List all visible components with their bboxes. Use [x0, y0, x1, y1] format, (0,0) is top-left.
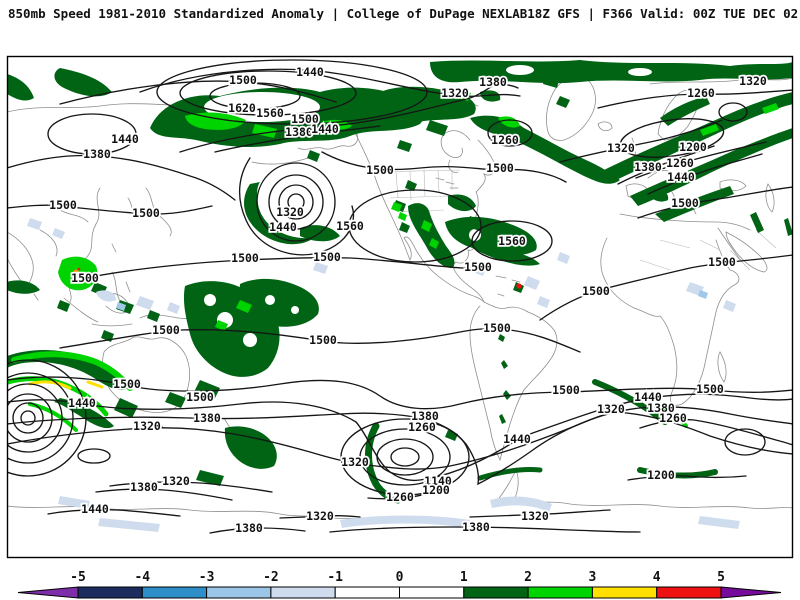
contour-label: 1500 [313, 250, 341, 264]
colorbar-tick: -4 [134, 570, 150, 585]
contour-label: 1380 [193, 411, 221, 425]
contour-label: 1500 [186, 390, 214, 404]
contour-label: 1380 [83, 147, 111, 161]
contour-label: 1260 [386, 490, 414, 504]
inner-borders [371, 169, 777, 271]
contour-label: 1260 [659, 411, 687, 425]
contour-label: 1320 [133, 419, 161, 433]
contour-label: 1320 [341, 455, 369, 469]
contour-label: 1260 [491, 133, 519, 147]
contour-label: 1500 [152, 323, 180, 337]
contour-label: 1620 [228, 101, 256, 115]
colorbar-tick: 5 [717, 570, 725, 585]
contour-label: 1380 [235, 521, 263, 535]
contour-label: 1200 [422, 483, 450, 497]
contour-label: 1500 [291, 112, 319, 126]
contour-label: 1560 [256, 106, 284, 120]
contour-label: 1440 [296, 65, 324, 79]
colorbar-tick: -1 [327, 570, 343, 585]
height-contours [7, 59, 793, 534]
contour-label: 1500 [113, 377, 141, 391]
colorbar-segment [77, 586, 143, 599]
contour-label: 1560 [336, 219, 364, 233]
contour-label: 1500 [708, 255, 736, 269]
contour-label: 1260 [408, 420, 436, 434]
contour-label: 1320 [276, 205, 304, 219]
contour-label: 1380 [411, 409, 439, 423]
contour-label: 1260 [687, 86, 715, 100]
contour-label: 1320 [521, 509, 549, 523]
contour-label: 1200 [679, 140, 707, 154]
colorbar-segment [334, 586, 401, 599]
contour-label: 1500 [582, 284, 610, 298]
contour-label: 1440 [81, 502, 109, 516]
contour-label: 1320 [441, 86, 469, 100]
contour-label: 1500 [366, 163, 394, 177]
colorbar-tick: 1 [460, 570, 468, 585]
contour-label: 1380 [462, 520, 490, 534]
contour-label: 1440 [503, 432, 531, 446]
colorbar-segment [141, 586, 208, 599]
colorbar-legend: -5 -4 -3 -2 -1 0 1 2 3 4 5 [17, 570, 782, 599]
colorbar-arrow-left [17, 586, 79, 599]
contour-label: 1500 [71, 271, 99, 285]
contour-label: 1440 [269, 220, 297, 234]
contour-label: 1440 [111, 132, 139, 146]
contour-label: 1500 [231, 251, 259, 265]
colorbar-tick: 4 [653, 570, 661, 585]
colorbar-tick: 0 [396, 570, 404, 585]
contour-label: 1440 [311, 122, 339, 136]
contour-label: 1320 [597, 402, 625, 416]
contour-label: 1560 [498, 234, 526, 248]
contour-label: 1140 [424, 474, 452, 488]
colorbar-segment [656, 586, 722, 599]
contour-label: 1200 [647, 468, 675, 482]
colorbar-segment [206, 586, 272, 599]
map-title: 850mb Speed 1981-2010 Standardized Anoma… [8, 6, 528, 21]
contour-label: 1320 [607, 141, 635, 155]
contour-label: 1380 [634, 160, 662, 174]
contour-label: 1320 [162, 474, 190, 488]
colorbar-tick: -5 [70, 570, 86, 585]
colorbar-segment [399, 586, 465, 599]
colorbar-segment [270, 586, 336, 599]
contour-label: 1380 [130, 480, 158, 494]
contour-label: 1380 [647, 401, 675, 415]
contour-label: 1500 [229, 73, 257, 87]
anomaly-shading [7, 60, 793, 532]
contour-label: 1440 [634, 390, 662, 404]
contour-label: 1500 [671, 196, 699, 210]
colorbar-tick: -2 [263, 570, 279, 585]
contour-label: 1320 [739, 74, 767, 88]
contour-label: 1320 [306, 509, 334, 523]
contour-label: 1380 [479, 75, 507, 89]
colorbar-tick: 2 [524, 570, 532, 585]
contour-label: 1500 [464, 260, 492, 274]
contour-label: 1260 [666, 156, 694, 170]
colorbar-segment [591, 586, 658, 599]
contour-label: 1500 [132, 206, 160, 220]
colorbar-segment [463, 586, 529, 599]
contour-label: 1500 [552, 383, 580, 397]
colorbar-arrow-right [720, 586, 782, 599]
contour-label: 1440 [667, 170, 695, 184]
contour-label: 1440 [68, 396, 96, 410]
contour-label: 1500 [696, 382, 724, 396]
colorbar-tick: -3 [199, 570, 215, 585]
contour-label: 1500 [309, 333, 337, 347]
title-bar: 850mb Speed 1981-2010 Standardized Anoma… [0, 6, 800, 21]
colorbar-segment [527, 586, 593, 599]
contour-label: 1500 [483, 321, 511, 335]
colorbar-tick: 3 [588, 570, 596, 585]
contour-label: 1380 [285, 125, 313, 139]
contour-label: 1500 [49, 198, 77, 212]
contour-label: 1500 [486, 161, 514, 175]
model-valid-time: 18Z GFS | F366 Valid: 00Z TUE DEC 02 202… [527, 6, 799, 21]
map-frame [6, 55, 794, 559]
